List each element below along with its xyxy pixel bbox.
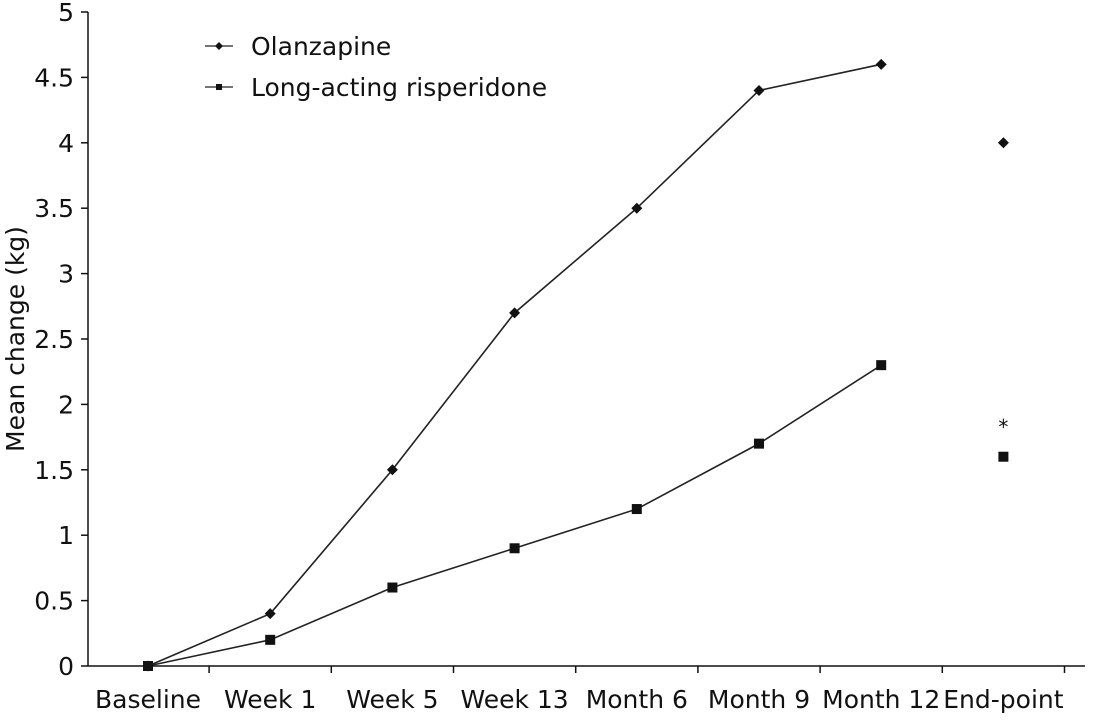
- y-tick-label: 5: [58, 0, 74, 27]
- axes: [87, 12, 1085, 667]
- y-tick-label: 2: [58, 390, 74, 419]
- legend: Olanzapine Long-acting risperidone: [205, 32, 547, 102]
- legend-marker: [215, 42, 223, 50]
- y-tick-label: 3: [58, 260, 74, 289]
- x-tick-label: Month 12: [822, 685, 940, 714]
- data-point: [509, 307, 521, 319]
- y-ticks: 0 0.5 1 1.5 2 2.5 3 3.5 4 4.5 5: [34, 0, 88, 681]
- y-axis-title: Mean change (kg): [1, 226, 30, 452]
- data-point: [386, 464, 398, 476]
- y-tick-label: 1.5: [34, 456, 74, 485]
- y-tick-label: 4: [58, 129, 74, 158]
- data-point: [876, 360, 887, 371]
- data-point: [387, 582, 398, 593]
- data-point: [509, 543, 520, 554]
- legend-marker: [216, 84, 222, 90]
- annotation-layer: *: [998, 415, 1008, 439]
- series-layer: [142, 58, 1009, 672]
- y-tick-label: 4.5: [34, 63, 74, 92]
- series-line: [147, 364, 882, 667]
- x-ticks: Baseline Week 1 Week 5 Week 13 Month 6 Month …: [95, 666, 1066, 714]
- data-point: [754, 438, 764, 449]
- x-tick-label: Week 1: [224, 685, 316, 714]
- x-tick-label: Month 9: [708, 685, 810, 714]
- data-point: [997, 137, 1009, 149]
- y-tick-label: 2.5: [34, 325, 74, 354]
- y-tick-label: 0: [58, 652, 74, 681]
- legend-item: Long-acting risperidone: [205, 73, 547, 102]
- legend-item: Olanzapine: [205, 32, 391, 61]
- data-point: [265, 634, 276, 645]
- data-point: [264, 608, 276, 620]
- x-tick-label: Month 6: [586, 685, 688, 714]
- y-tick-label: 3.5: [34, 194, 74, 223]
- data-point: [998, 451, 1009, 462]
- significance-marker: *: [998, 415, 1008, 439]
- data-point: [631, 504, 642, 515]
- x-tick-label: End-point: [943, 685, 1063, 714]
- data-point: [753, 84, 765, 96]
- x-tick-label: Baseline: [95, 685, 201, 714]
- series-line: [147, 63, 882, 667]
- data-point: [143, 661, 153, 671]
- y-tick-label: 1: [58, 521, 74, 550]
- x-tick-label: Week 5: [346, 685, 438, 714]
- data-point: [875, 58, 887, 70]
- x-tick-label: Week 13: [460, 685, 568, 714]
- y-tick-label: 0.5: [34, 587, 74, 616]
- series-2: [143, 360, 1009, 671]
- legend-label: Olanzapine: [251, 32, 391, 61]
- legend-label: Long-acting risperidone: [251, 73, 547, 102]
- data-point: [631, 202, 643, 214]
